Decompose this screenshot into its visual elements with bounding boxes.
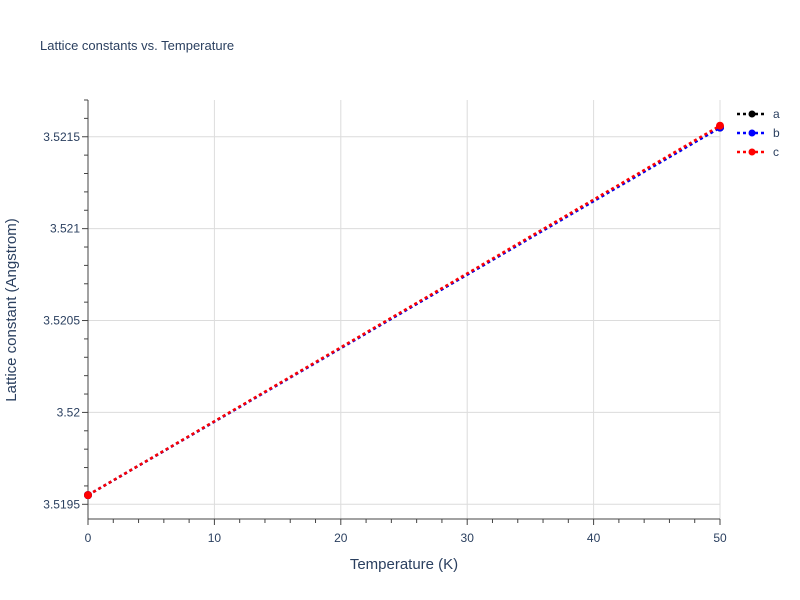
legend-label: c <box>773 145 779 159</box>
series-line-c <box>87 124 721 497</box>
x-tick-label: 40 <box>587 531 601 545</box>
data-point-c <box>716 121 724 130</box>
legend-label: b <box>773 126 780 140</box>
x-tick-label: 50 <box>713 531 727 545</box>
legend-label: a <box>773 107 780 121</box>
legend[interactable]: abc <box>737 107 780 159</box>
y-tick-label: 3.52 <box>57 405 81 419</box>
y-tick-label: 3.5195 <box>43 497 80 511</box>
y-tick-label: 3.5205 <box>43 314 80 328</box>
y-tick-label: 3.521 <box>50 222 80 236</box>
grid <box>88 100 721 519</box>
x-tick-label: 20 <box>334 531 348 545</box>
data-point-c <box>84 491 92 500</box>
legend-item-c[interactable]: c <box>737 145 779 159</box>
series-lines <box>84 121 724 500</box>
y-tick-label: 3.5215 <box>43 130 80 144</box>
legend-item-a[interactable]: a <box>737 107 780 121</box>
legend-marker <box>748 148 756 156</box>
x-axis-label: Temperature (K) <box>350 556 458 573</box>
y-axis-label: Lattice constant (Angstrom) <box>3 218 20 401</box>
x-tick-label: 30 <box>461 531 475 545</box>
legend-item-b[interactable]: b <box>737 126 780 140</box>
x-tick-label: 10 <box>208 531 222 545</box>
legend-marker <box>748 110 756 118</box>
axes: 0 10 20 30 40 50 3.5195 3.52 3.5205 3.521 3.5215 <box>43 99 727 545</box>
x-tick-label: 0 <box>85 531 92 545</box>
legend-marker <box>748 129 756 137</box>
chart-title: Lattice constants vs. Temperature <box>40 38 234 53</box>
